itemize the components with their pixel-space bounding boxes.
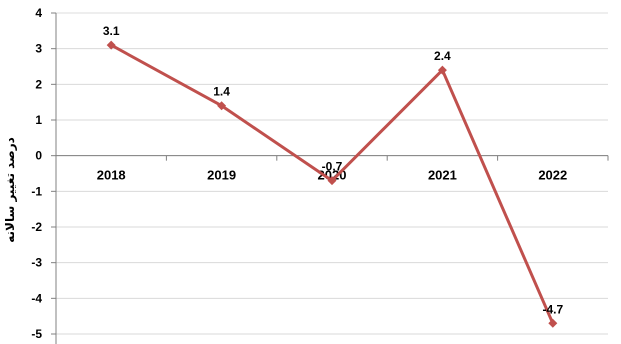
- y-axis-title: درصد تغییر سالانه: [3, 137, 17, 243]
- y-tick-label: -3: [31, 256, 42, 270]
- data-label: 1.4: [213, 85, 230, 99]
- y-tick-labels: 4 3 2 1 0 -1 -2 -3 -4 -5: [31, 6, 42, 341]
- series-line-group: [106, 40, 558, 328]
- data-label: 2.4: [434, 49, 451, 63]
- y-tick-label: 1: [35, 113, 42, 127]
- y-tick-label: -2: [31, 220, 42, 234]
- category-label: 2019: [207, 168, 236, 183]
- y-tick-label: 2: [35, 77, 42, 91]
- y-tick-label: -1: [31, 184, 42, 198]
- data-point-marker: [106, 40, 116, 50]
- category-label: 2018: [97, 168, 126, 183]
- data-point-marker: [437, 65, 447, 75]
- data-labels-group: 3.1 1.4 -0.7 2.4 -4.7: [103, 24, 564, 316]
- y-tick-label: 3: [35, 42, 42, 56]
- data-point-marker: [548, 318, 558, 328]
- y-tick-label: 4: [35, 6, 42, 20]
- y-tick-label: -5: [31, 327, 42, 341]
- data-label: 3.1: [103, 24, 120, 38]
- category-label: 2022: [538, 168, 567, 183]
- axes: [51, 12, 609, 344]
- data-point-marker: [217, 101, 227, 111]
- data-label: -0.7: [322, 160, 343, 174]
- data-label: -4.7: [542, 302, 563, 316]
- y-tick-label: 0: [35, 149, 42, 163]
- category-label: 2021: [428, 168, 457, 183]
- data-point-marker: [327, 176, 337, 186]
- y-tick-label: -4: [31, 291, 42, 305]
